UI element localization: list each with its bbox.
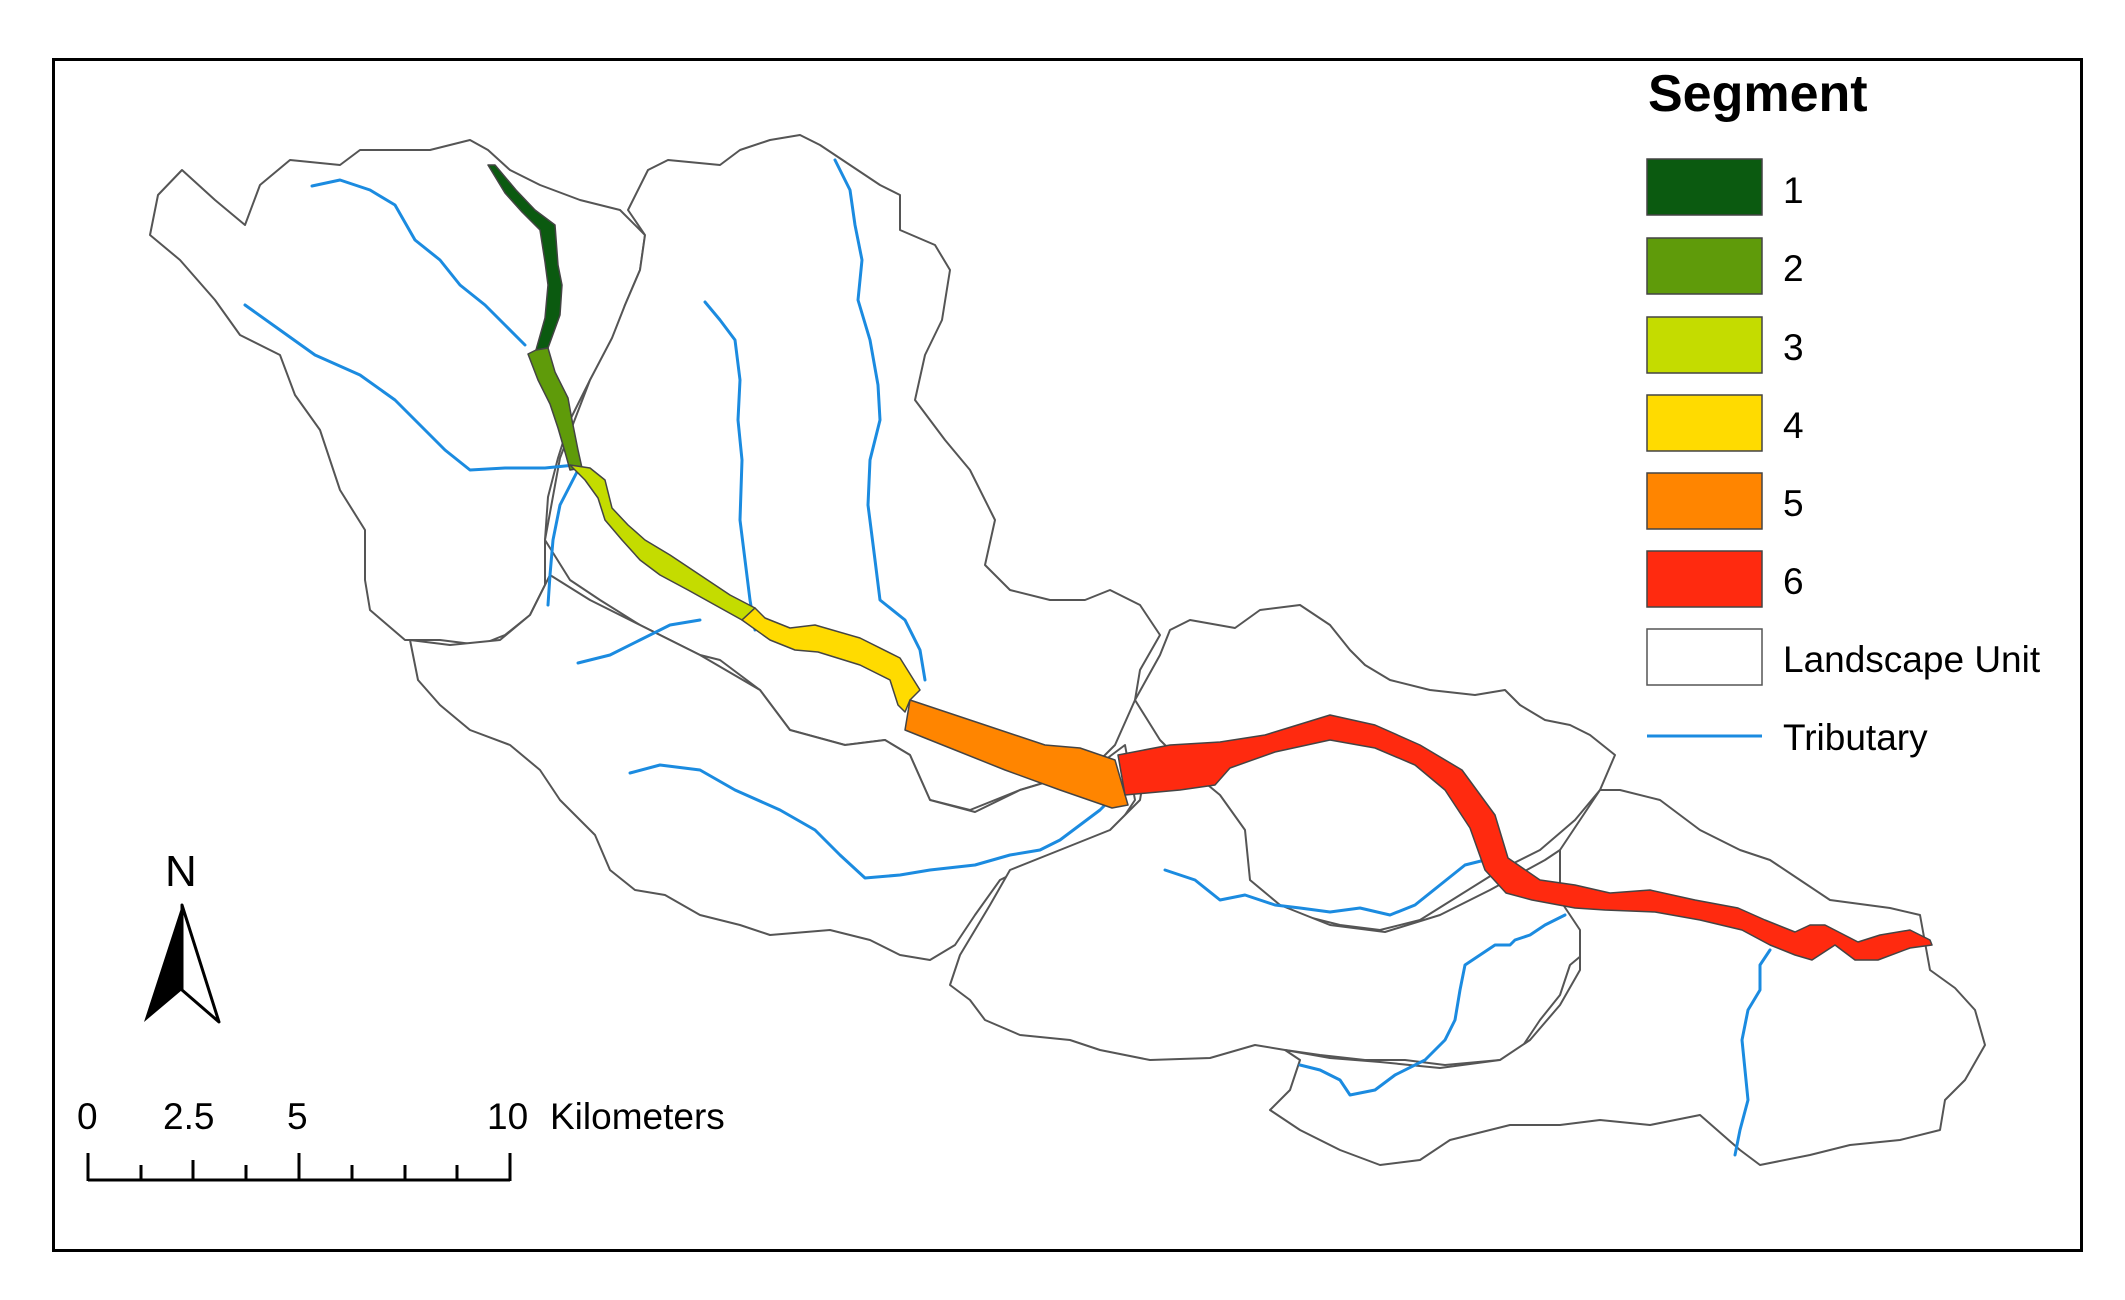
legend-swatch-segment-1 bbox=[1646, 158, 1763, 216]
tributaries bbox=[243, 158, 1772, 1157]
legend-swatch-landscape-unit bbox=[1646, 628, 1763, 686]
scale-bar: 0 2.5 5 10 Kilometers bbox=[77, 1096, 725, 1182]
scale-tick-label-5: 5 bbox=[287, 1096, 308, 1137]
tributary-6 bbox=[576, 618, 702, 665]
legend-label-segment-5: 5 bbox=[1783, 483, 1804, 524]
tributary-5 bbox=[703, 300, 757, 632]
legend-swatch-segment-6 bbox=[1646, 550, 1763, 608]
legend-label-segment-1: 1 bbox=[1783, 170, 1804, 211]
tributary-9 bbox=[1298, 913, 1567, 1097]
north-arrow: N bbox=[144, 847, 221, 1024]
landscape-unit-1 bbox=[149, 139, 646, 646]
segment-6 bbox=[1117, 714, 1933, 961]
legend-swatch-segment-4 bbox=[1646, 394, 1763, 452]
tributary-7 bbox=[628, 763, 1112, 880]
landscape-units bbox=[149, 134, 1986, 1166]
main-stem bbox=[487, 164, 1933, 961]
tributary-1 bbox=[310, 178, 527, 347]
north-arrow-label: N bbox=[165, 847, 197, 896]
scale-tick-label-10: 10 bbox=[487, 1096, 528, 1137]
map-frame bbox=[52, 58, 2083, 1252]
legend-swatch-segment-3 bbox=[1646, 316, 1763, 374]
scale-tick-label-0: 0 bbox=[77, 1096, 98, 1137]
legend-label-segment-3: 3 bbox=[1783, 327, 1804, 368]
legend-label-tributary: Tributary bbox=[1783, 717, 1928, 758]
landscape-unit-6 bbox=[1269, 789, 1986, 1166]
north-arrow-left-half-icon bbox=[144, 905, 182, 1022]
legend: Segment 1 2 3 4 5 6 Landscape Unit Tribu… bbox=[1646, 65, 2041, 758]
tributary-4 bbox=[833, 158, 927, 682]
tributary-10 bbox=[1733, 948, 1772, 1157]
scale-unit-label: Kilometers bbox=[550, 1096, 725, 1137]
legend-label-segment-6: 6 bbox=[1783, 561, 1804, 602]
legend-label-segment-2: 2 bbox=[1783, 248, 1804, 289]
legend-title: Segment bbox=[1648, 65, 1868, 123]
legend-label-landscape-unit: Landscape Unit bbox=[1783, 639, 2041, 680]
legend-label-segment-4: 4 bbox=[1783, 405, 1804, 446]
north-arrow-right-half-icon bbox=[180, 903, 221, 1024]
tributary-8 bbox=[1163, 858, 1487, 917]
segment-5 bbox=[904, 699, 1129, 809]
legend-swatch-segment-5 bbox=[1646, 472, 1763, 530]
legend-swatch-segment-2 bbox=[1646, 237, 1763, 295]
tributary-2 bbox=[243, 303, 577, 472]
scale-tick-label-2-5: 2.5 bbox=[163, 1096, 214, 1137]
segment-4 bbox=[741, 607, 921, 713]
tributary-3 bbox=[546, 468, 580, 607]
